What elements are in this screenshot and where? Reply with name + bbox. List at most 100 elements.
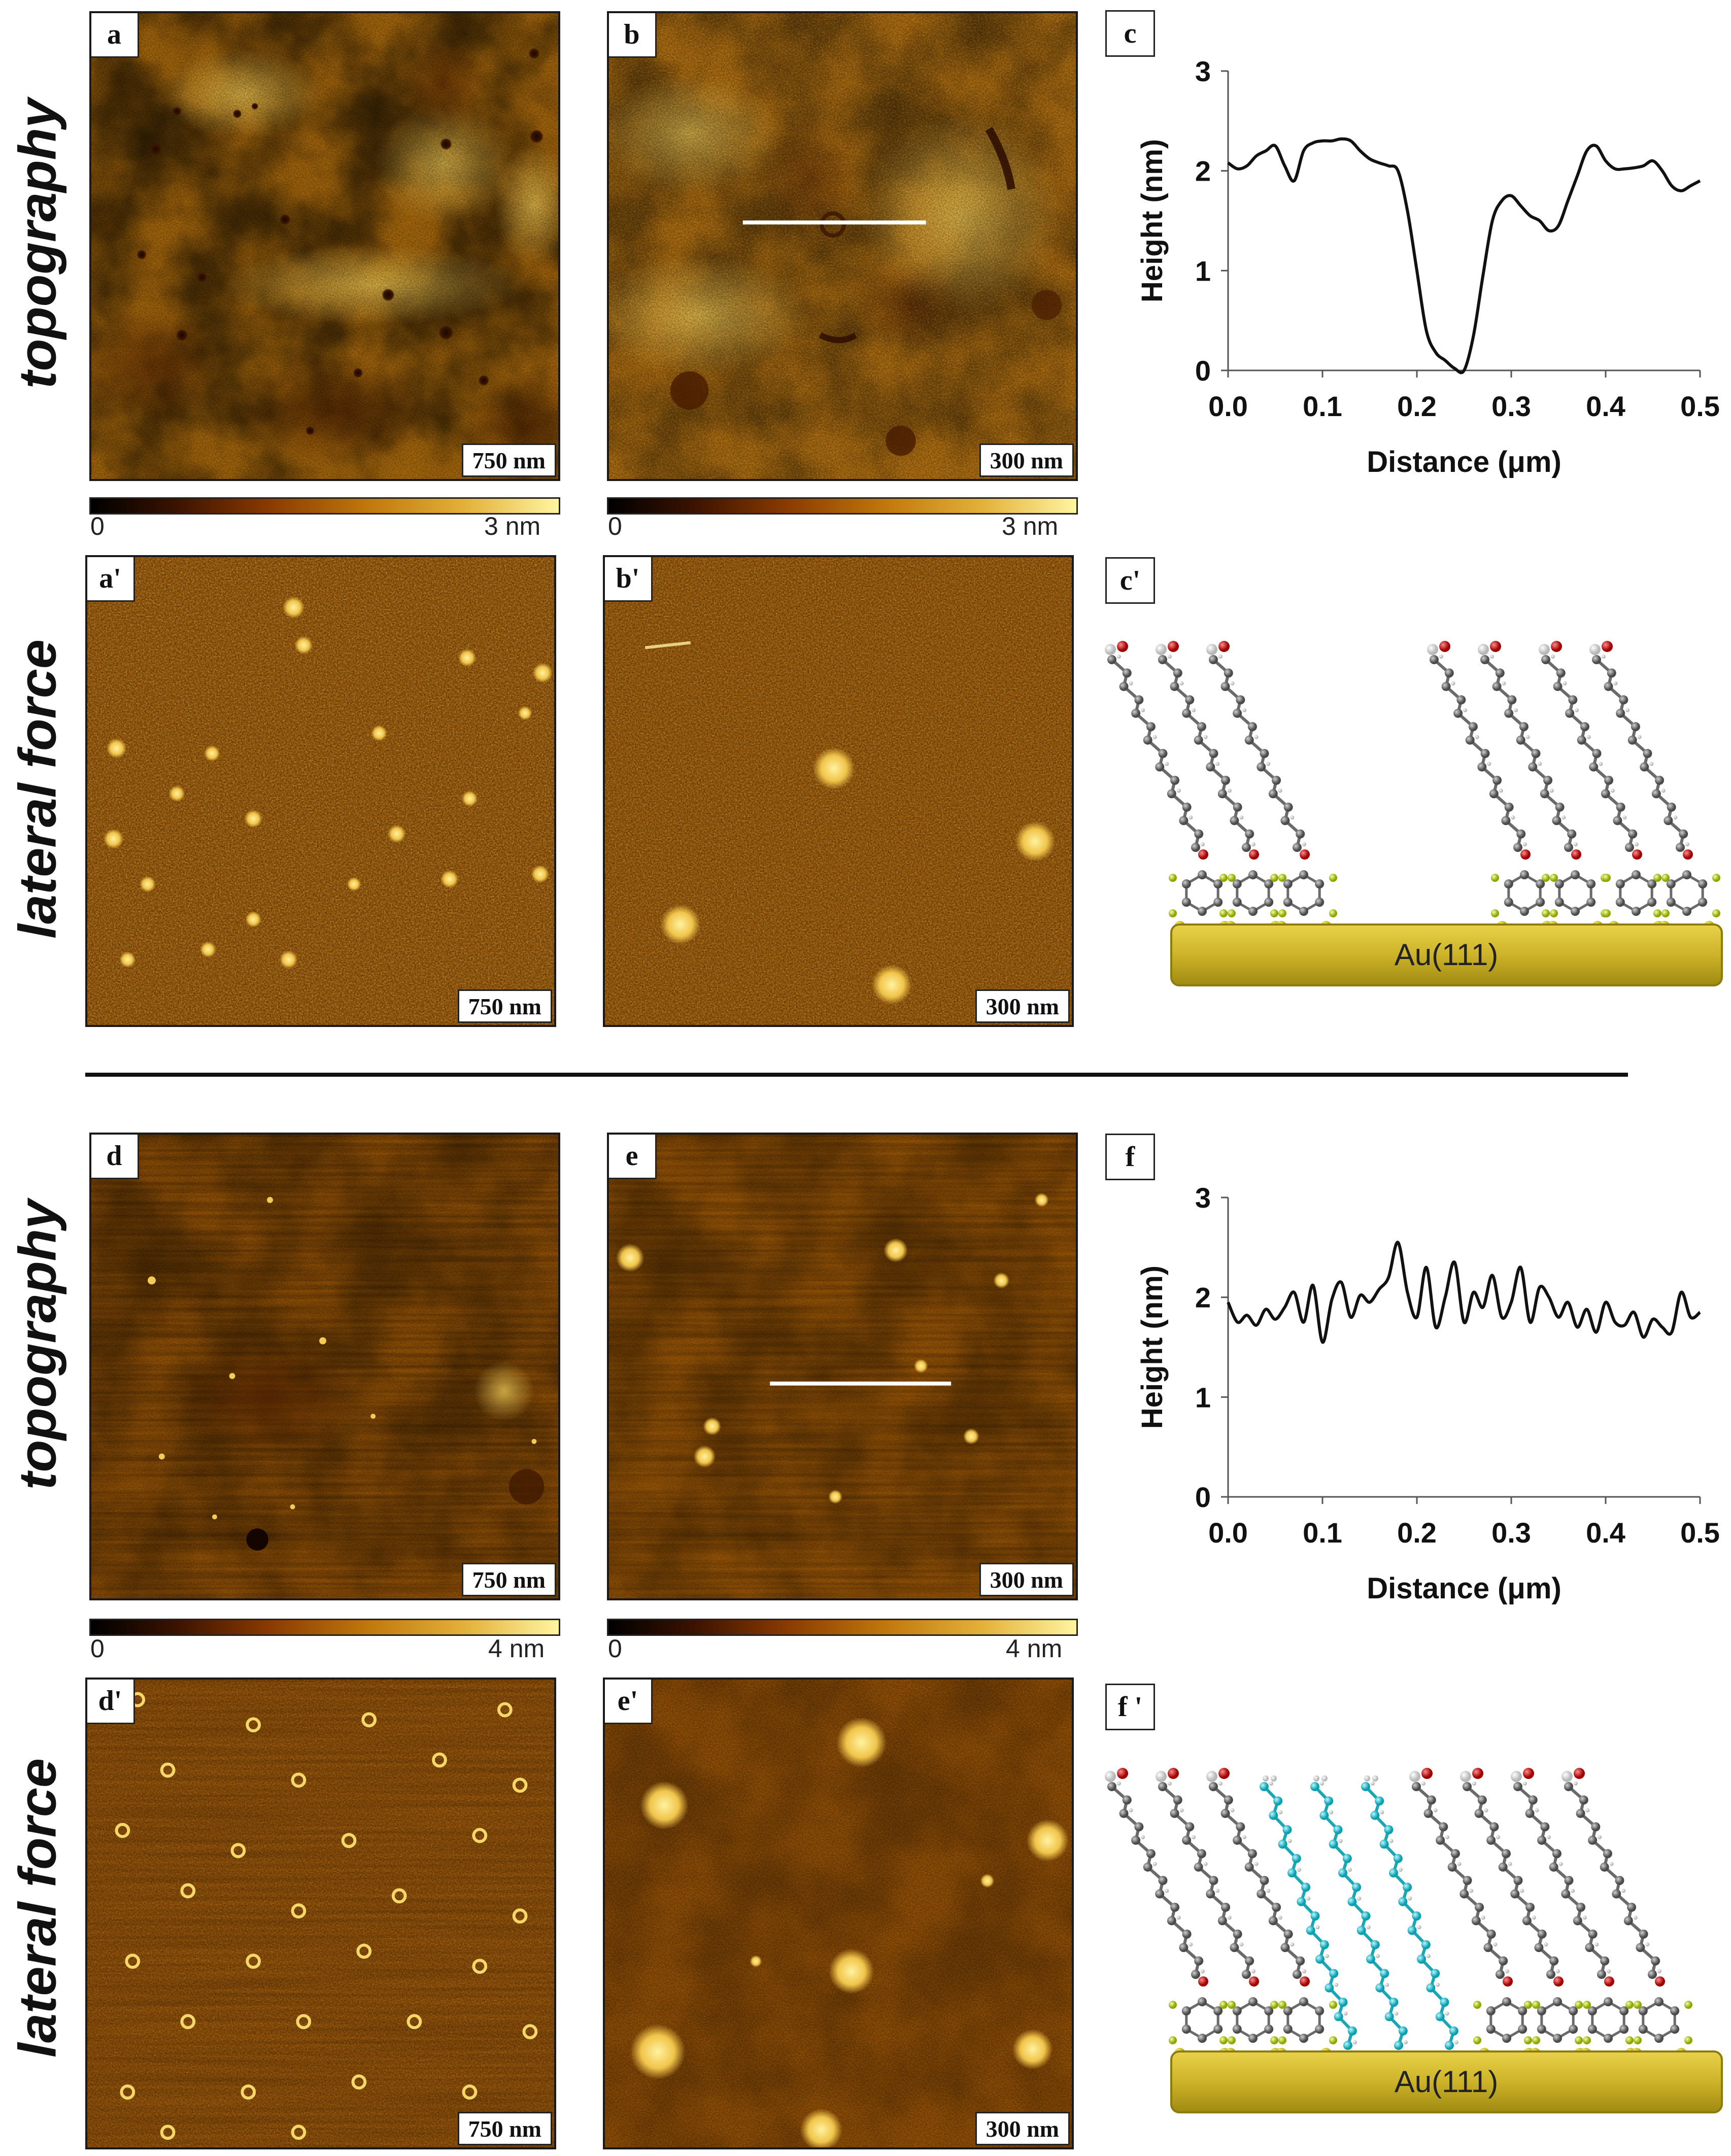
scale-bar-label: 750 nm (457, 989, 552, 1023)
gold-substrate (1170, 2050, 1723, 2113)
y-tick-label: 2 (1195, 1282, 1211, 1314)
colorbar-top-right (607, 497, 1078, 515)
height-profile-line (1227, 137, 1701, 374)
aromatic-thiol-molecule (1156, 641, 1286, 932)
x-tick-label: 0.4 (1586, 390, 1625, 422)
lfm-domain-dot (115, 1823, 130, 1838)
lfm-domain-dot (356, 1943, 372, 1959)
lfm-domain-dot (497, 1702, 513, 1718)
panel-label: a' (87, 557, 135, 602)
lfm-domain-dot (341, 1833, 357, 1849)
lfm-domain-dot (291, 2125, 307, 2140)
lfm-image-e-prime (605, 1680, 1072, 2147)
panel-label-f: f (1105, 1134, 1155, 1180)
lfm-domain-dot (462, 2084, 478, 2100)
aromatic-thiol-molecule (1478, 641, 1609, 932)
panel-label-c: c (1105, 10, 1155, 57)
lfm-image-a-prime (87, 557, 554, 1025)
y-tick-label: 3 (1195, 1182, 1211, 1214)
colorbar-top-left (89, 497, 560, 515)
aromatic-thiol-molecule (1589, 641, 1720, 932)
colorbar-max: 4 nm (488, 1634, 545, 1663)
afm-image-e (609, 1135, 1076, 1598)
lfm-domain-dot (472, 1959, 488, 1974)
alkanethiol-molecule (1310, 1775, 1417, 2065)
scale-bar-label: 300 nm (975, 989, 1070, 1023)
lfm-domain-dot (241, 2084, 256, 2100)
scale-bar-label: 750 nm (461, 1563, 556, 1596)
aromatic-thiol-molecule (1156, 1768, 1286, 2059)
aromatic-thiol-molecule (1539, 641, 1670, 932)
colorbar-min: 0 (608, 1634, 622, 1663)
lfm-domain-dot (472, 1828, 488, 1843)
aromatic-thiol-molecule (1511, 1768, 1642, 2059)
x-axis-label: Distance (μm) (1367, 446, 1562, 478)
afm-panel-d: d 750 nm (89, 1133, 560, 1600)
panel-label: a (91, 13, 139, 58)
scale-bar-label: 300 nm (975, 2112, 1070, 2145)
sam-schematic-c-prime: Au(111) (1105, 641, 1723, 986)
lfm-domain-dot (512, 1908, 528, 1924)
substrate-label: Au(111) (1395, 938, 1499, 972)
scale-bar-label: 750 nm (457, 2112, 552, 2145)
y-tick-label: 0 (1195, 1481, 1211, 1513)
lfm-domain-dot (361, 1712, 377, 1728)
panel-label: b (609, 13, 657, 58)
colorbar-bottom-left (89, 1619, 560, 1636)
height-profile-chart-f: 0 1 2 3 0.0 0.1 0.2 0.3 0.4 0.5 Distance (μm) Heigh… (1136, 1182, 1720, 1605)
x-tick-label: 0.1 (1303, 1517, 1342, 1549)
aromatic-thiol-molecule (1562, 1768, 1692, 2059)
lfm-image-d-prime (87, 1680, 554, 2147)
substrate-label: Au(111) (1395, 2065, 1499, 2099)
lfm-domain-dot (406, 2014, 422, 2030)
lfm-domain-dot (512, 1777, 528, 1793)
row-label-topography-2: topography (8, 1200, 67, 1490)
x-tick-label: 0.0 (1208, 390, 1248, 422)
lfm-panel-e-prime: e' 300 nm (603, 1678, 1074, 2149)
colorbar-min: 0 (90, 512, 105, 540)
lfm-domain-dot (160, 2125, 176, 2140)
x-tick-label: 0.4 (1586, 1517, 1625, 1549)
aromatic-thiol-molecule (1206, 641, 1337, 932)
gold-substrate (1170, 923, 1723, 986)
aromatic-thiol-molecule (1460, 1768, 1591, 2059)
x-axis-label: Distance (μm) (1367, 1572, 1562, 1605)
y-axis-label: Height (nm) (1136, 139, 1169, 302)
height-profile-line (1227, 1241, 1701, 1344)
x-tick-label: 0.3 (1491, 390, 1531, 422)
aromatic-thiol-molecule (1105, 1768, 1236, 2059)
panel-label-c-prime: c' (1105, 557, 1155, 604)
lfm-domain-dot (351, 2074, 367, 2090)
panel-label: e' (605, 1680, 653, 1724)
panel-label: e (609, 1135, 657, 1179)
panel-label: b' (605, 557, 653, 602)
colorbar-min: 0 (608, 512, 622, 540)
x-tick-label: 0.5 (1680, 1517, 1720, 1549)
afm-image-d (91, 1135, 558, 1598)
lfm-domain-dot (291, 1903, 307, 1919)
alkanethiol-molecule (1361, 1775, 1468, 2065)
colorbar-min: 0 (90, 1634, 105, 1663)
lfm-domain-dot (432, 1752, 447, 1768)
lfm-domain-dot (125, 1954, 141, 1969)
panel-label-f-prime: f ' (1105, 1684, 1155, 1730)
lfm-domain-dot (296, 2014, 312, 2030)
height-profile-chart-c: 0 1 2 3 0.0 0.1 0.2 0.3 0.4 0.5 Distance (μm) Heigh… (1136, 56, 1720, 478)
lfm-panel-d-prime: d' 750 nm (85, 1678, 556, 2149)
aromatic-thiol-molecule (1409, 1768, 1540, 2059)
afm-image-a (91, 13, 558, 479)
lfm-domain-dot (120, 2084, 135, 2100)
scale-bar-label: 300 nm (979, 443, 1074, 477)
x-tick-label: 0.2 (1397, 390, 1437, 422)
lfm-domain-dot (391, 1888, 407, 1904)
lfm-domain-dot (180, 1883, 196, 1899)
scale-bar-label: 750 nm (461, 443, 556, 477)
lfm-domain-dot (230, 1843, 246, 1858)
lfm-domain-dot (246, 1717, 261, 1733)
alkanethiol-molecule (1260, 1775, 1367, 2065)
lfm-domain-dot (522, 2024, 538, 2039)
lfm-domain-dot (180, 2014, 196, 2030)
colorbar-max: 3 nm (484, 512, 541, 540)
x-tick-label: 0.5 (1680, 390, 1720, 422)
aromatic-thiol-molecule (1105, 641, 1236, 932)
